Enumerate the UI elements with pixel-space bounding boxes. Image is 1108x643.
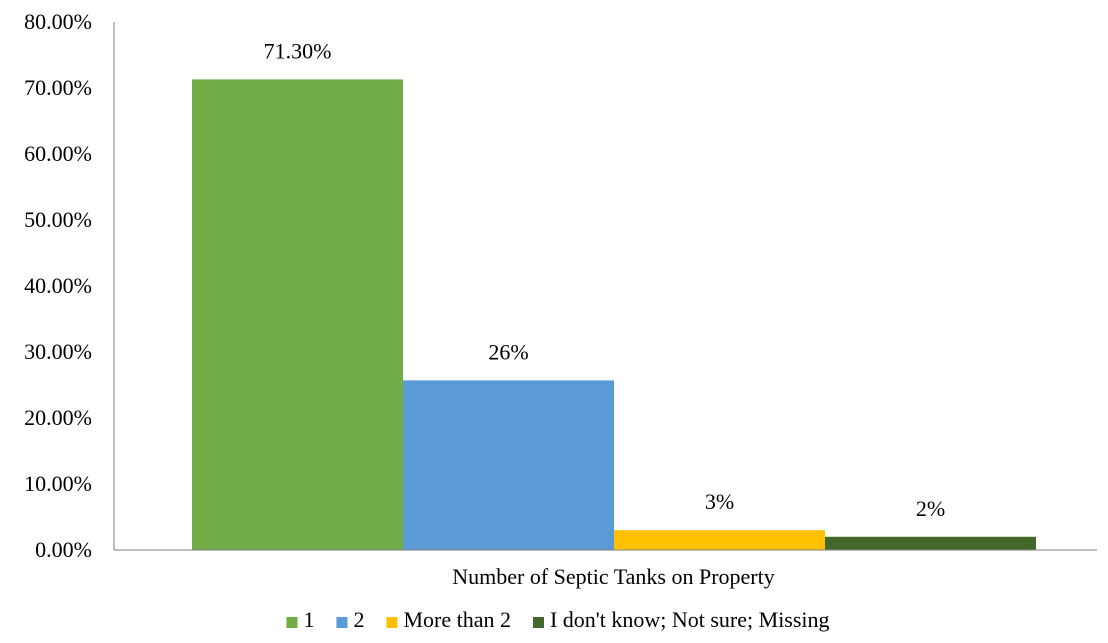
y-tick-label: 50.00% — [24, 207, 92, 232]
y-tick-label: 10.00% — [24, 471, 92, 496]
y-tick-label: 0.00% — [35, 537, 92, 562]
legend-item: More than 2 — [386, 607, 511, 632]
x-axis-label: Number of Septic Tanks on Property — [452, 564, 775, 589]
legend-swatch — [336, 617, 348, 628]
data-label: 2% — [916, 496, 945, 521]
y-tick-label: 30.00% — [24, 339, 92, 364]
data-label: 26% — [488, 339, 528, 364]
y-tick-label: 20.00% — [24, 405, 92, 430]
y-tick-label: 60.00% — [24, 141, 92, 166]
legend-label: 2 — [353, 607, 364, 632]
axes — [113, 22, 1097, 551]
legend-item: I don't know; Not sure; Missing — [532, 607, 830, 632]
legend-swatch — [286, 617, 298, 628]
bar — [825, 536, 1036, 550]
legend-swatch — [386, 617, 398, 628]
bar — [192, 79, 403, 551]
legend-item: 1 — [286, 607, 314, 632]
bar — [403, 380, 614, 550]
data-labels: 71.30% 26% 3% 2% — [264, 38, 946, 520]
y-tick-label: 40.00% — [24, 273, 92, 298]
data-label: 71.30% — [264, 38, 332, 63]
legend-item: 2 — [336, 607, 364, 632]
bar — [614, 530, 825, 550]
y-tick-label: 80.00% — [24, 9, 92, 34]
y-axis-ticks: 0.00% 10.00% 20.00% 30.00% 40.00% 50.00% 60.00… — [24, 9, 92, 562]
legend-swatch — [532, 617, 544, 628]
legend-label: I don't know; Not sure; Missing — [550, 607, 830, 632]
y-tick-label: 70.00% — [24, 75, 92, 100]
data-label: 3% — [705, 489, 734, 514]
legend: 1 2 More than 2 I don't know; Not sure; Mis… — [286, 607, 830, 632]
legend-label: 1 — [303, 607, 314, 632]
legend-label: More than 2 — [403, 607, 511, 632]
bars — [192, 79, 1036, 551]
